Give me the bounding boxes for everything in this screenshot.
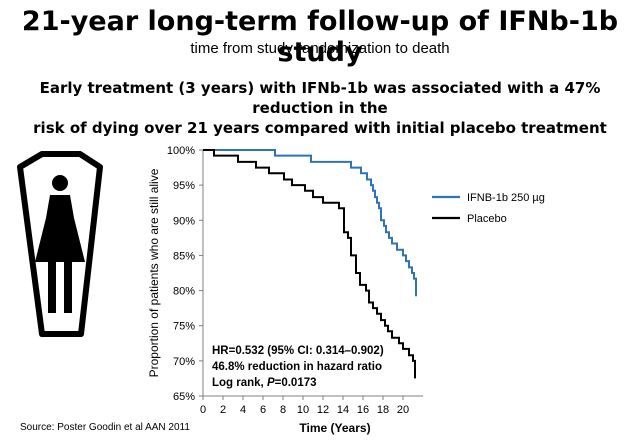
y-axis-label: Proportion of patients who are still ali… [147, 168, 161, 377]
x-tick-label: 10 [297, 404, 309, 416]
key-finding-line-2: risk of dying over 21 years compared wit… [33, 119, 607, 137]
y-axis-ticks: 65% 70% 75% 80% 85% 90% 95% 100% [167, 145, 203, 403]
y-tick-label: 95% [173, 180, 195, 192]
statistics-annotation: HR=0.532 (95% CI: 0.314–0.902) 46.8% red… [212, 345, 384, 389]
legend-label-ifnb: IFNB-1b 250 µg [467, 192, 545, 204]
x-tick-label: 14 [337, 404, 349, 416]
x-tick-label: 2 [220, 404, 226, 416]
x-tick-label: 4 [240, 404, 246, 416]
source-citation: Source: Poster Goodin et al AAN 2011 [20, 422, 190, 433]
woman-figure-icon [35, 175, 85, 313]
x-tick-label: 20 [397, 404, 409, 416]
series-line-placebo [203, 149, 416, 379]
legend: IFNB-1b 250 µg Placebo [432, 192, 545, 225]
reduction-text: 46.8% reduction in hazard ratio [212, 361, 382, 373]
key-finding: Early treatment (3 years) with IFNb-1b w… [0, 78, 640, 138]
x-tick-label: 6 [260, 404, 266, 416]
x-tick-label: 12 [317, 404, 329, 416]
y-tick-label: 70% [173, 356, 195, 368]
y-tick-label: 90% [173, 215, 195, 227]
x-tick-label: 18 [377, 404, 389, 416]
log-rank-text: Log rank, P=0.0173 [212, 377, 317, 389]
hazard-ratio-text: HR=0.532 (95% CI: 0.314–0.902) [212, 345, 384, 357]
x-axis-label: Time (Years) [299, 421, 370, 435]
y-tick-label: 80% [173, 286, 195, 298]
legend-label-placebo: Placebo [467, 213, 507, 225]
series-line-ifnb [203, 149, 417, 297]
x-tick-label: 16 [357, 404, 369, 416]
x-axis-ticks: 0 2 4 6 8 10 12 14 16 18 20 [200, 396, 409, 416]
series-layer [203, 149, 417, 379]
y-tick-label: 85% [173, 250, 195, 262]
slide-subtitle: time from study randomization to death [190, 40, 450, 57]
chart-axes [202, 150, 423, 397]
y-tick-label: 100% [167, 145, 195, 157]
x-tick-label: 0 [200, 404, 206, 416]
key-finding-line-1: Early treatment (3 years) with IFNb-1b w… [39, 79, 601, 117]
y-tick-label: 65% [173, 391, 195, 403]
slide-title: 21-year long-term follow-up of IFNb-1b s… [21, 6, 619, 68]
x-tick-label: 8 [280, 404, 286, 416]
y-tick-label: 75% [173, 321, 195, 333]
